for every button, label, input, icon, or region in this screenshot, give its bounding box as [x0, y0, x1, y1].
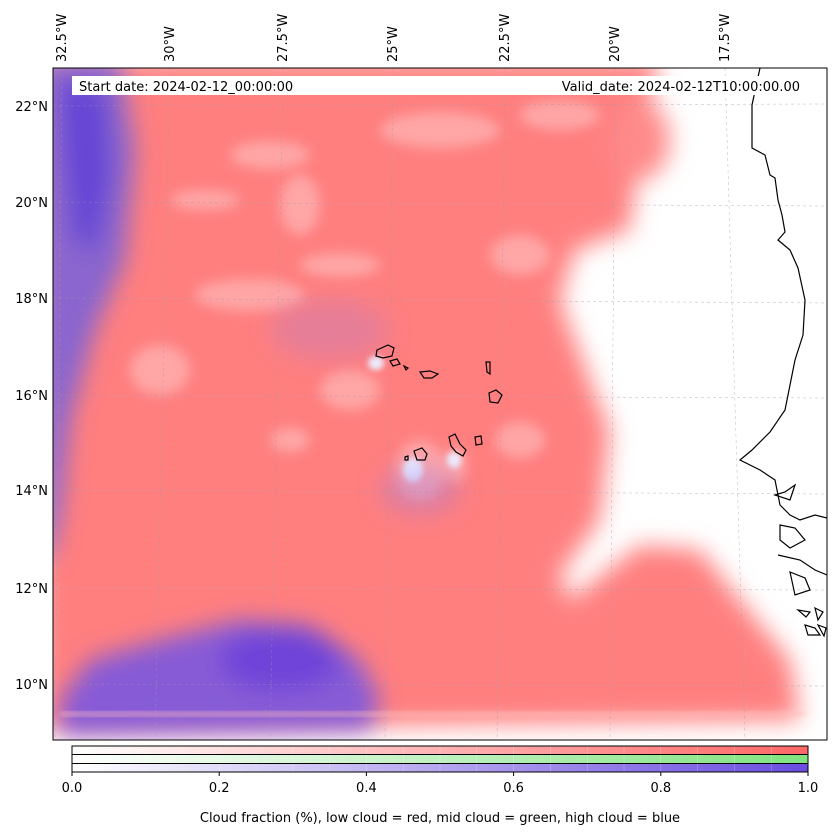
colorbar-label: Cloud fraction (%), low cloud = red, mid…: [200, 811, 680, 826]
longitude-label: 17.5°W: [718, 14, 733, 62]
island-santa-luzia: [402, 364, 410, 372]
longitude-label: 32.5°W: [55, 14, 70, 62]
latitude-label: 20°N: [15, 196, 48, 211]
longitude-label: 27.5°W: [276, 14, 291, 62]
colorbar-tick-label: 1.0: [798, 781, 819, 796]
longitude-label: 22.5°W: [498, 14, 513, 62]
colorbar: 0.0 0.2 0.4 0.6 0.8 1.0 Cloud fraction (%), l…: [62, 745, 819, 826]
valid-date-text: Valid_date: 2024-02-12T10:00:00.00: [562, 80, 800, 95]
latitude-label: 16°N: [15, 389, 48, 404]
longitude-label: 25°W: [386, 26, 401, 62]
longitude-label: 30°W: [163, 26, 178, 62]
island-maio: [474, 435, 483, 446]
latitude-label: 18°N: [15, 292, 48, 307]
island-sao-vicente: [389, 358, 401, 367]
longitude-label: 20°W: [608, 26, 623, 62]
island-santiago: [448, 433, 467, 457]
island-brava: [404, 455, 409, 461]
colorbar-tick-label: 0.4: [356, 781, 377, 796]
island-boa-vista: [488, 389, 503, 404]
island-sal: [485, 361, 491, 376]
cape-verde-islands: [375, 344, 503, 461]
coastlines: [738, 68, 827, 638]
date-info-box: [72, 76, 804, 95]
start-date-text: Start date: 2024-02-12_00:00:00: [79, 80, 293, 95]
island-santo-antao: [375, 344, 395, 359]
latitude-label: 14°N: [15, 484, 48, 499]
latitude-label: 12°N: [15, 582, 48, 597]
island-fogo: [413, 447, 428, 461]
colorbar-tick-label: 0.8: [650, 781, 671, 796]
latitude-label: 22°N: [15, 100, 48, 115]
longitude-labels: 32.5°W 30°W 27.5°W 25°W 22.5°W 20°W 17.5°W: [55, 14, 733, 62]
latitude-label: 10°N: [15, 678, 48, 693]
colorbar-tick-label: 0.6: [503, 781, 524, 796]
map-frame: [52, 67, 828, 741]
island-sao-nicolau: [418, 370, 440, 379]
low-cloud-layer: [53, 68, 800, 730]
map-area: Start date: 2024-02-12_00:00:00 Valid_da…: [53, 68, 827, 740]
map-gridlines: [53, 68, 827, 740]
colorbar-tick-label: 0.2: [209, 781, 230, 796]
latitude-labels: 22°N 20°N 18°N 16°N 14°N 12°N 10°N: [15, 100, 48, 693]
high-cloud-layer: [53, 68, 460, 735]
colorbar-tick-label: 0.0: [62, 781, 83, 796]
